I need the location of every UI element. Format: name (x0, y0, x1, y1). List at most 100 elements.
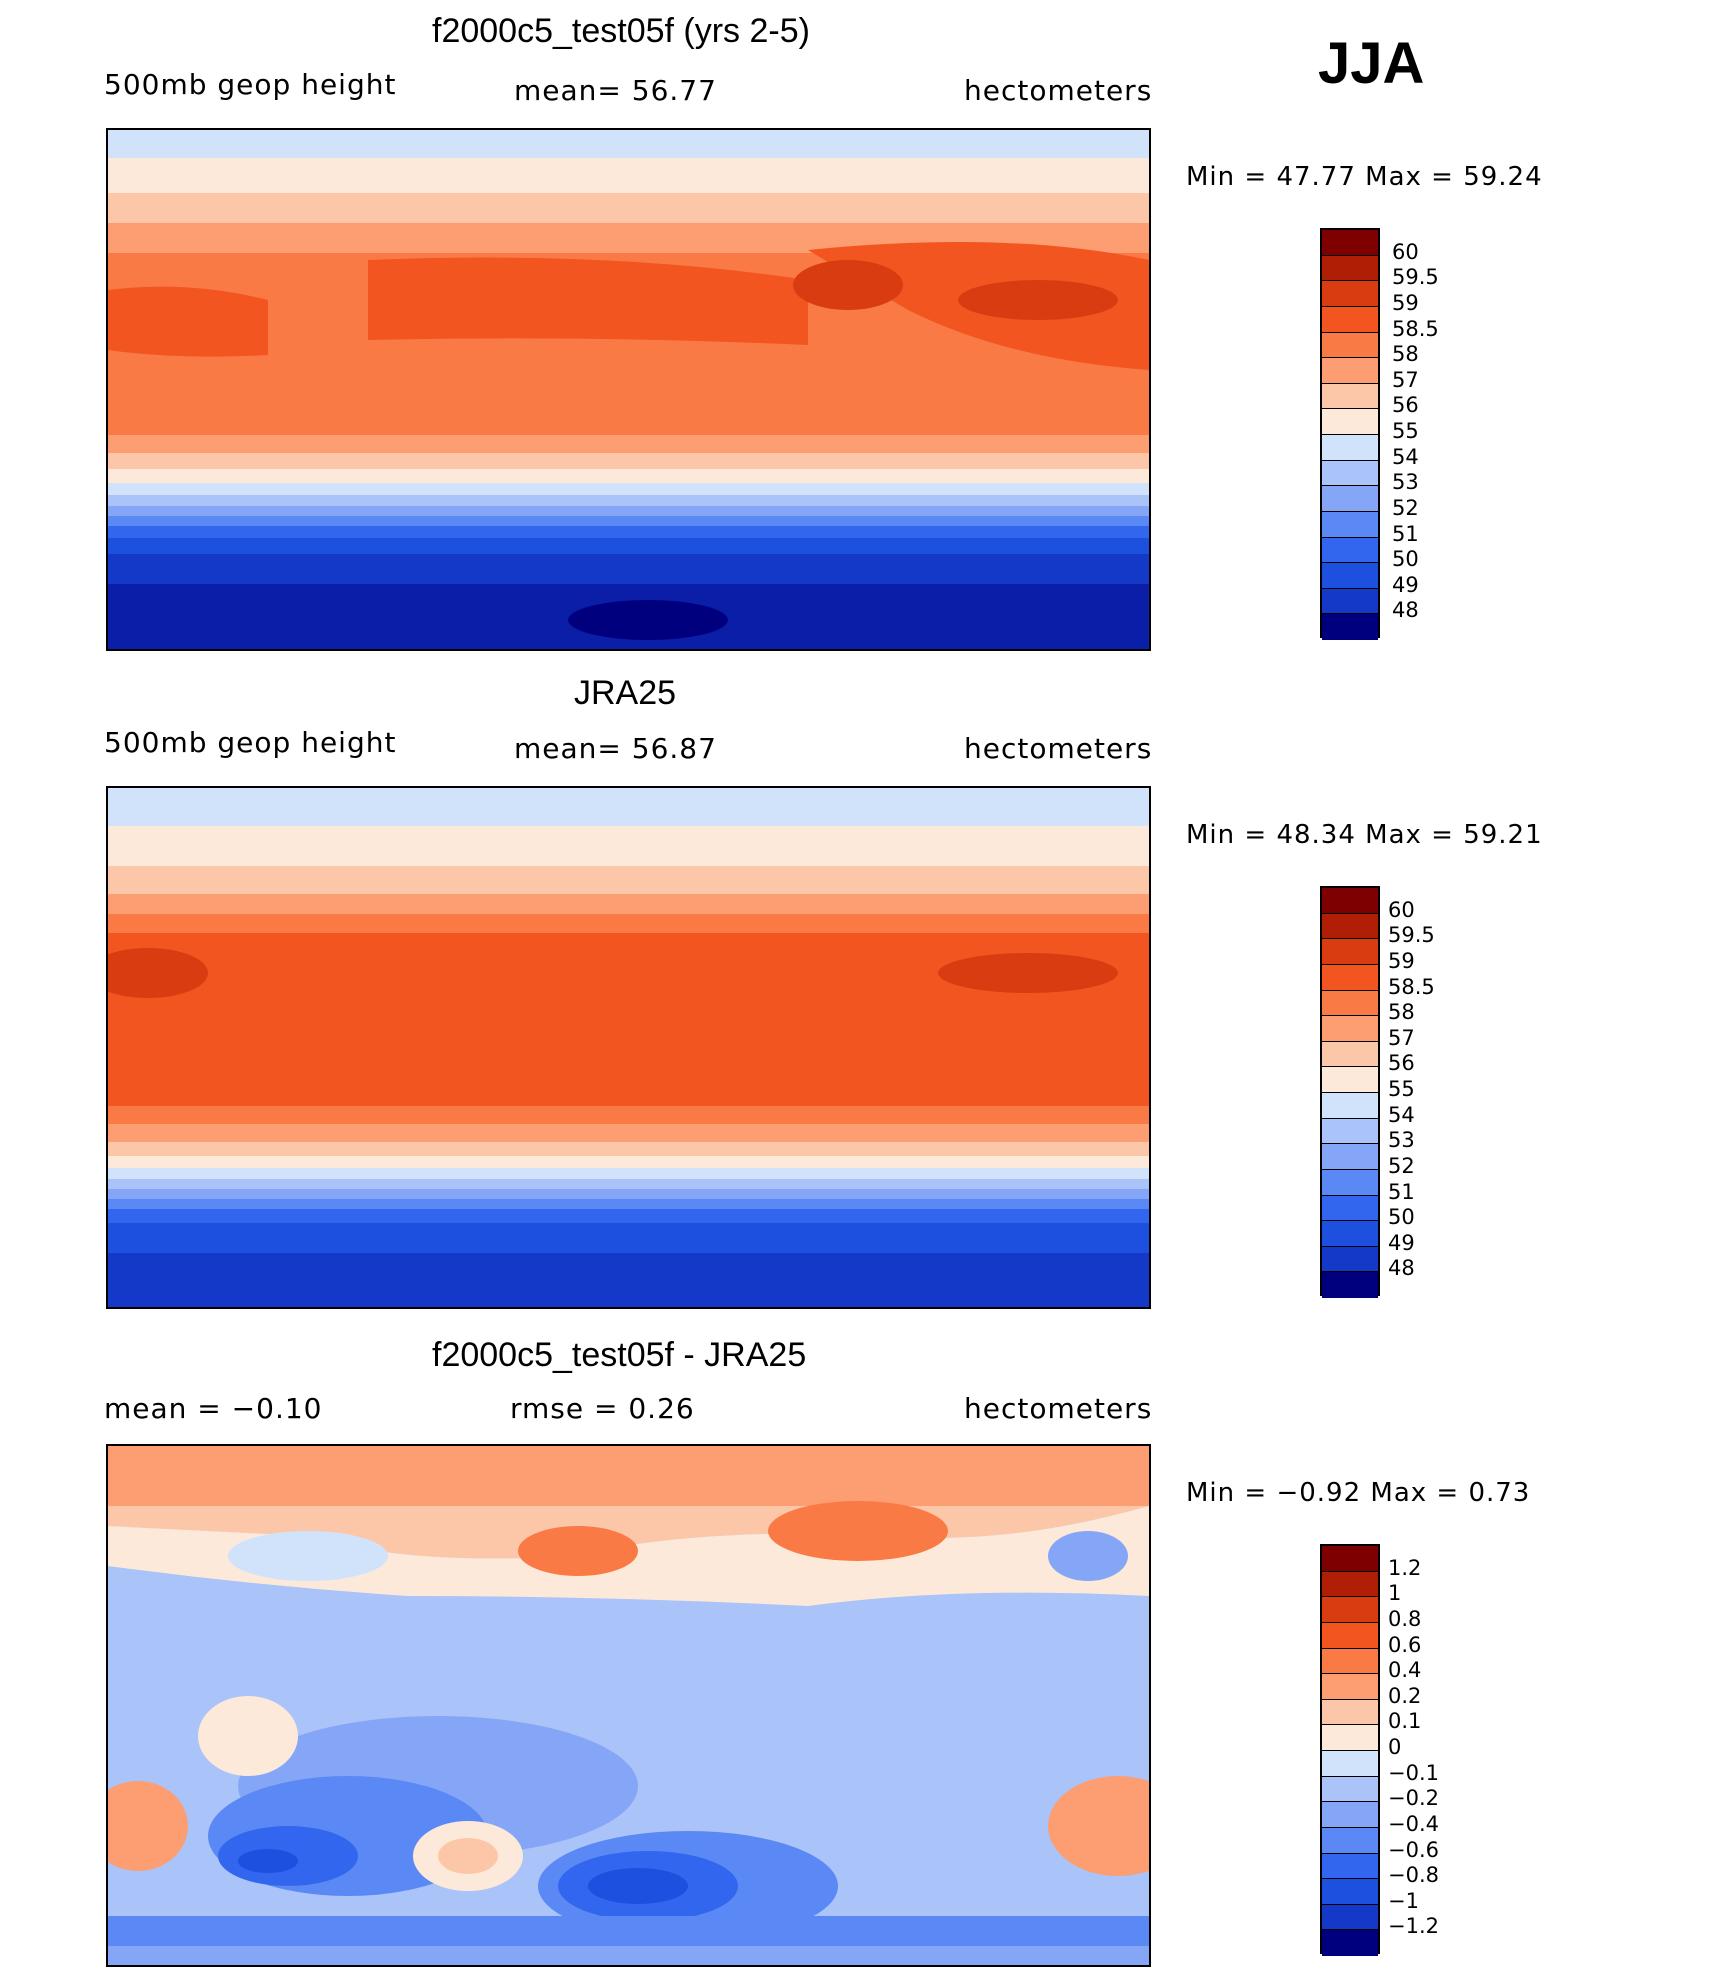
colorbar-swatch (1322, 1904, 1378, 1931)
colorbar-swatch (1322, 537, 1378, 564)
colorbar-tick-label: −0.2 (1388, 1786, 1439, 1811)
colorbar-swatch (1322, 1622, 1378, 1649)
colorbar-tick-label: 58.5 (1392, 316, 1439, 341)
colorbar-tick-label: −0.1 (1388, 1760, 1439, 1785)
colorbar-tick-label: 58 (1388, 1000, 1415, 1025)
colorbar-tick-label: −0.8 (1388, 1863, 1439, 1888)
panel1-contour-field (108, 130, 1149, 649)
colorbar-tick-label: 53 (1388, 1128, 1415, 1153)
panel3-map (106, 1444, 1151, 1967)
colorbar-swatch (1322, 281, 1378, 307)
colorbar-swatch (1322, 230, 1378, 256)
panel1-variable-label: 500mb geop height (104, 68, 397, 101)
colorbar-tick-label: 59 (1388, 948, 1415, 973)
colorbar-tick-label: −0.4 (1388, 1811, 1439, 1836)
colorbar-swatch (1322, 939, 1378, 965)
colorbar-swatch (1322, 1093, 1378, 1119)
colorbar-tick-label: 57 (1392, 367, 1419, 392)
colorbar-swatch (1322, 1674, 1378, 1700)
colorbar-swatch (1322, 913, 1378, 940)
colorbar-tick-label: 1.2 (1388, 1555, 1422, 1580)
colorbar-swatch (1322, 990, 1378, 1017)
panel2-map (106, 786, 1151, 1309)
colorbar-swatch (1322, 306, 1378, 333)
colorbar-swatch (1322, 1802, 1378, 1828)
colorbar-swatch (1322, 332, 1378, 359)
colorbar-swatch (1322, 1827, 1378, 1854)
colorbar-tick-label: 0.1 (1388, 1709, 1422, 1734)
colorbar-tick-label: 55 (1392, 419, 1419, 443)
colorbar-swatch (1322, 1144, 1378, 1170)
panel3-minmax: Min = −0.92 Max = 0.73 (1186, 1478, 1531, 1508)
colorbar-tick-label: 59.5 (1392, 265, 1439, 290)
panel2-units-label: hectometers (964, 732, 1153, 765)
colorbar-swatch (1322, 1751, 1378, 1777)
colorbar-swatch (1322, 1571, 1378, 1598)
colorbar-swatch (1322, 358, 1378, 384)
colorbar-swatch (1322, 1272, 1378, 1298)
colorbar-tick-label: 56 (1388, 1051, 1415, 1076)
colorbar-tick-label: 56 (1392, 393, 1419, 418)
colorbar-tick-label: −0.6 (1388, 1837, 1439, 1862)
colorbar-swatch (1322, 1169, 1378, 1196)
colorbar-tick-label: 0.8 (1388, 1606, 1422, 1631)
panel1-minmax: Min = 47.77 Max = 59.24 (1186, 162, 1543, 192)
colorbar-tick-label: 0.6 (1388, 1632, 1422, 1657)
colorbar-swatch (1322, 255, 1378, 282)
panel2-contour-field (108, 788, 1149, 1307)
panel1-mean-label: mean= 56.77 (514, 74, 717, 107)
colorbar-swatch (1322, 383, 1378, 410)
colorbar-tick-label: 0 (1388, 1735, 1402, 1759)
panel1-title: f2000c5_test05f (yrs 2-5) (432, 12, 810, 50)
colorbar-swatch (1322, 563, 1378, 589)
colorbar-tick-label: 58 (1392, 342, 1419, 367)
panel2-title: JRA25 (574, 674, 677, 712)
colorbar-tick-label: 60 (1388, 897, 1415, 922)
season-label: JJA (1318, 31, 1425, 96)
colorbar-swatch (1322, 1118, 1378, 1145)
colorbar-tick-label: 51 (1392, 521, 1419, 546)
colorbar-swatch (1322, 1879, 1378, 1905)
colorbar-swatch (1322, 1699, 1378, 1726)
colorbar-swatch (1322, 1597, 1378, 1623)
colorbar-tick-label: 53 (1392, 470, 1419, 495)
colorbar-swatch (1322, 1246, 1378, 1273)
colorbar-tick-label: 58.5 (1388, 974, 1435, 999)
colorbar-swatch (1322, 1041, 1378, 1068)
panel3-title: f2000c5_test05f - JRA25 (432, 1336, 807, 1374)
colorbar-tick-label: 49 (1392, 572, 1419, 597)
colorbar-tick-label: 50 (1388, 1205, 1415, 1230)
panel2-minmax: Min = 48.34 Max = 59.21 (1186, 820, 1543, 850)
panel1-units-label: hectometers (964, 74, 1153, 107)
colorbar-swatch (1322, 1221, 1378, 1247)
panel3-contour-field (108, 1446, 1149, 1965)
colorbar-tick-label: 54 (1388, 1102, 1415, 1127)
colorbar-tick-label: −1 (1388, 1888, 1419, 1913)
panel2-variable-label: 500mb geop height (104, 726, 397, 759)
colorbar-tick-label: 48 (1388, 1256, 1415, 1281)
colorbar-tick-label: 48 (1392, 598, 1419, 623)
colorbar-swatch (1322, 1776, 1378, 1803)
colorbar-swatch (1322, 888, 1378, 914)
colorbar-tick-label: 59 (1392, 290, 1419, 315)
colorbar-tick-label: 1 (1388, 1581, 1402, 1606)
colorbar-swatch (1322, 1930, 1378, 1956)
colorbar-swatch (1322, 588, 1378, 615)
panel2-mean-label: mean= 56.87 (514, 732, 717, 765)
colorbar-swatch (1322, 511, 1378, 538)
panel3-units-label: hectometers (964, 1392, 1153, 1425)
colorbar-swatch (1322, 409, 1378, 435)
panel1-map (106, 128, 1151, 651)
colorbar-tick-label: −1.2 (1388, 1914, 1439, 1939)
colorbar-swatch (1322, 435, 1378, 461)
colorbar-tick-label: 0.4 (1388, 1658, 1422, 1683)
colorbar-swatch (1322, 1648, 1378, 1675)
colorbar-tick-label: 54 (1392, 444, 1419, 469)
panel3-colorbar (1320, 1544, 1380, 1956)
panel3-mean-label: mean = −0.10 (104, 1392, 323, 1425)
colorbar-tick-label: 60 (1392, 239, 1419, 264)
colorbar-swatch (1322, 1195, 1378, 1222)
colorbar-tick-label: 52 (1392, 495, 1419, 520)
panel1-colorbar (1320, 228, 1380, 640)
colorbar-swatch (1322, 1067, 1378, 1093)
